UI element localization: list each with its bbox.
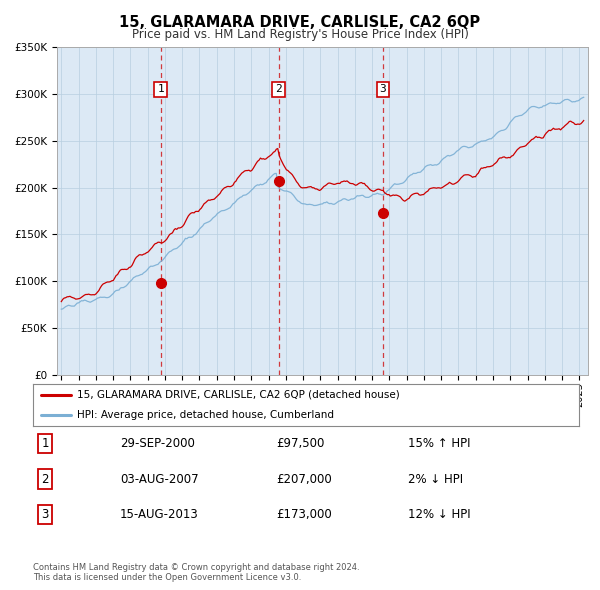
Text: 1: 1 bbox=[41, 437, 49, 450]
Text: 3: 3 bbox=[41, 508, 49, 521]
Text: This data is licensed under the Open Government Licence v3.0.: This data is licensed under the Open Gov… bbox=[33, 572, 301, 582]
Text: £97,500: £97,500 bbox=[276, 437, 325, 450]
Text: 15-AUG-2013: 15-AUG-2013 bbox=[120, 508, 199, 521]
Text: 03-AUG-2007: 03-AUG-2007 bbox=[120, 473, 199, 486]
Text: £207,000: £207,000 bbox=[276, 473, 332, 486]
Text: 1: 1 bbox=[157, 84, 164, 94]
Text: HPI: Average price, detached house, Cumberland: HPI: Average price, detached house, Cumb… bbox=[77, 410, 334, 420]
Text: 29-SEP-2000: 29-SEP-2000 bbox=[120, 437, 195, 450]
Text: £173,000: £173,000 bbox=[276, 508, 332, 521]
Text: 2% ↓ HPI: 2% ↓ HPI bbox=[408, 473, 463, 486]
Text: 3: 3 bbox=[379, 84, 386, 94]
Text: 15, GLARAMARA DRIVE, CARLISLE, CA2 6QP (detached house): 15, GLARAMARA DRIVE, CARLISLE, CA2 6QP (… bbox=[77, 389, 400, 399]
Text: 2: 2 bbox=[41, 473, 49, 486]
Text: 12% ↓ HPI: 12% ↓ HPI bbox=[408, 508, 470, 521]
Text: 2: 2 bbox=[275, 84, 282, 94]
Text: Price paid vs. HM Land Registry's House Price Index (HPI): Price paid vs. HM Land Registry's House … bbox=[131, 28, 469, 41]
Text: 15% ↑ HPI: 15% ↑ HPI bbox=[408, 437, 470, 450]
Text: 15, GLARAMARA DRIVE, CARLISLE, CA2 6QP: 15, GLARAMARA DRIVE, CARLISLE, CA2 6QP bbox=[119, 15, 481, 30]
Text: Contains HM Land Registry data © Crown copyright and database right 2024.: Contains HM Land Registry data © Crown c… bbox=[33, 563, 359, 572]
